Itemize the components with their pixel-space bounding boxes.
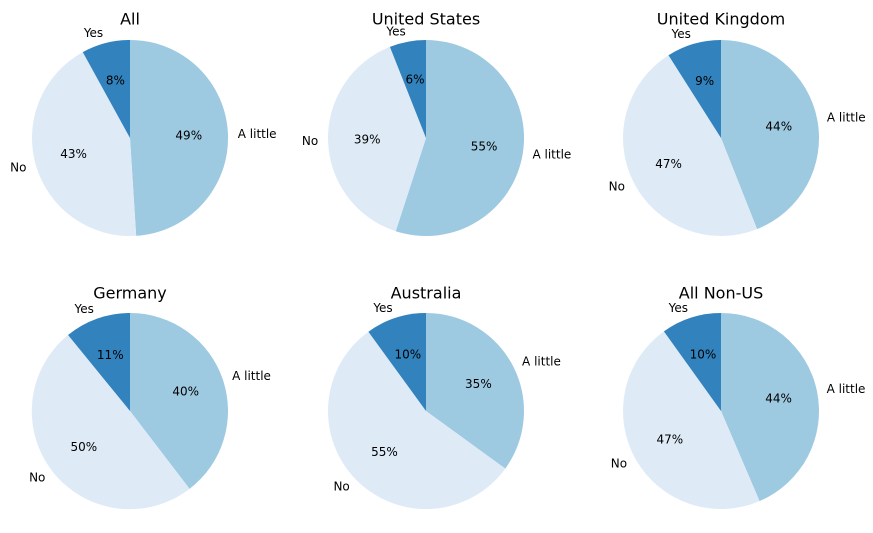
slice-label-no: No xyxy=(10,161,26,175)
slice-label-yes: Yes xyxy=(83,26,103,40)
slice-label-a-little: A little xyxy=(827,382,866,396)
slice-label-yes: Yes xyxy=(73,302,93,316)
value-label-no: 39% xyxy=(354,132,381,146)
slice-label-no: No xyxy=(611,456,627,470)
slice-no xyxy=(31,335,190,510)
slice-a-little xyxy=(721,39,820,230)
value-label-no: 47% xyxy=(656,432,683,446)
slice-yes xyxy=(368,313,426,411)
slice-label-no: No xyxy=(609,179,625,193)
slice-yes xyxy=(68,313,130,411)
pie-united-states: United States 55% A little 39% No 6% Yes xyxy=(302,10,571,237)
value-label-a-little: 44% xyxy=(765,119,792,133)
slice-a-little xyxy=(395,39,525,237)
slice-yes xyxy=(663,313,721,411)
slice-label-a-little: A little xyxy=(532,147,571,161)
chart-title: United Kingdom xyxy=(657,10,785,29)
pie-germany: Germany 40% A little 50% No 11% Yes xyxy=(29,284,271,510)
slice-yes xyxy=(389,39,426,138)
value-label-no: 50% xyxy=(71,440,98,454)
slice-label-yes: Yes xyxy=(668,301,688,315)
slice-yes xyxy=(668,40,721,138)
slice-no xyxy=(327,331,506,510)
value-label-a-little: 40% xyxy=(172,385,199,399)
slice-label-a-little: A little xyxy=(827,110,866,124)
slice-a-little xyxy=(426,313,524,469)
slice-label-a-little: A little xyxy=(238,127,277,141)
value-label-a-little: 49% xyxy=(175,129,202,143)
chart-title: United States xyxy=(372,10,480,29)
pie-all-non-us: All Non-US 44% A little 47% No 10% Yes xyxy=(611,284,866,510)
value-label-a-little: 55% xyxy=(471,140,498,154)
slice-label-no: No xyxy=(302,134,318,148)
slice-no xyxy=(328,46,426,232)
slice-label-yes: Yes xyxy=(372,301,392,315)
slice-a-little xyxy=(130,39,229,236)
slice-no xyxy=(31,52,137,237)
chart-title: Germany xyxy=(93,284,167,303)
value-label-no: 43% xyxy=(60,147,87,161)
value-label-a-little: 35% xyxy=(465,377,492,391)
pie-australia: Australia 35% A little 55% No 10% Yes xyxy=(327,284,561,510)
slice-no xyxy=(623,55,758,237)
value-label-yes: 6% xyxy=(405,73,424,87)
value-label-no: 47% xyxy=(655,157,682,171)
pie-all: All 49% A little 43% No 8% Yes xyxy=(10,10,277,237)
slice-a-little xyxy=(130,313,229,489)
slice-yes xyxy=(82,40,130,138)
slice-label-a-little: A little xyxy=(522,355,561,369)
slice-label-a-little: A little xyxy=(232,369,271,383)
value-label-yes: 9% xyxy=(695,74,714,88)
chart-title: All Non-US xyxy=(679,284,763,303)
slice-no xyxy=(622,331,760,510)
slice-label-no: No xyxy=(29,470,45,484)
value-label-yes: 10% xyxy=(394,348,421,362)
slice-label-yes: Yes xyxy=(385,25,405,39)
slice-label-yes: Yes xyxy=(671,27,691,41)
chart-title: All xyxy=(120,10,140,29)
value-label-yes: 10% xyxy=(690,348,717,362)
slice-a-little xyxy=(721,313,820,502)
value-label-a-little: 44% xyxy=(765,392,792,406)
value-label-yes: 11% xyxy=(97,348,124,362)
pie-united-kingdom: United Kingdom 44% A little 47% No 9% Yes xyxy=(609,10,866,237)
value-label-no: 55% xyxy=(371,445,398,459)
slice-label-no: No xyxy=(333,480,349,494)
value-label-yes: 8% xyxy=(106,74,125,88)
chart-title: Australia xyxy=(391,284,462,303)
